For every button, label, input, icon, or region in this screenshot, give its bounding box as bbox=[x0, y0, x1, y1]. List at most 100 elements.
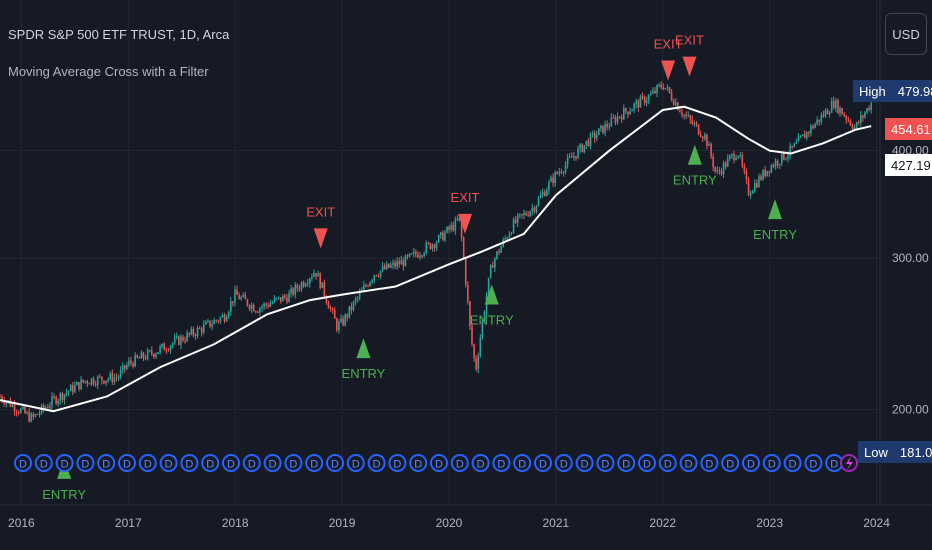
dividend-marker[interactable] bbox=[742, 454, 760, 472]
dividend-marker[interactable] bbox=[180, 454, 199, 472]
dividend-marker[interactable] bbox=[326, 454, 344, 472]
currency-button[interactable]: USD bbox=[885, 13, 927, 55]
candle-body bbox=[735, 157, 737, 161]
dividend-marker[interactable] bbox=[450, 454, 469, 472]
dividend-marker[interactable] bbox=[263, 454, 282, 472]
dividend-marker[interactable] bbox=[409, 454, 428, 472]
dividend-marker[interactable] bbox=[513, 454, 532, 472]
dividend-marker[interactable] bbox=[284, 454, 303, 472]
dividend-marker[interactable] bbox=[762, 454, 781, 472]
candle-body bbox=[581, 144, 583, 153]
candle-body bbox=[236, 289, 238, 296]
dividend-marker[interactable] bbox=[575, 454, 594, 472]
dividend-marker[interactable] bbox=[471, 454, 490, 472]
candle-body bbox=[232, 301, 234, 303]
candle-body bbox=[244, 294, 247, 300]
dividend-marker[interactable] bbox=[638, 454, 656, 472]
dividend-marker[interactable] bbox=[554, 454, 573, 472]
candle-body bbox=[839, 108, 841, 114]
candle-body bbox=[138, 357, 141, 359]
candle-body bbox=[19, 408, 22, 413]
candle-body bbox=[458, 217, 461, 221]
dividend-marker[interactable] bbox=[222, 454, 240, 472]
candle-body bbox=[749, 193, 752, 196]
candle-body bbox=[132, 363, 134, 367]
dividend-marker[interactable] bbox=[804, 454, 823, 472]
dividend-marker[interactable] bbox=[388, 454, 407, 472]
candle-body bbox=[471, 326, 473, 345]
candle-body bbox=[789, 145, 791, 156]
exit-signal-label: EXIT bbox=[451, 190, 480, 205]
candle-body bbox=[444, 232, 446, 241]
dividend-marker[interactable] bbox=[34, 454, 53, 472]
candle-body bbox=[462, 237, 465, 259]
dividend-marker[interactable] bbox=[97, 454, 116, 472]
candle-body bbox=[818, 119, 821, 122]
dividend-marker[interactable] bbox=[159, 454, 178, 472]
entry-signal-arrow bbox=[768, 199, 782, 220]
candle-body bbox=[136, 355, 139, 358]
indicator-name[interactable]: Moving Average Cross with a Filter bbox=[8, 64, 209, 79]
dividend-marker[interactable] bbox=[492, 454, 511, 472]
candle-body bbox=[508, 233, 511, 238]
candle-body bbox=[5, 401, 8, 405]
candle-body bbox=[82, 379, 84, 383]
candle-body bbox=[415, 251, 417, 255]
dividend-marker[interactable] bbox=[118, 454, 136, 472]
dividend-marker[interactable] bbox=[617, 454, 636, 472]
candle-body bbox=[583, 144, 586, 153]
candle-body bbox=[281, 295, 284, 302]
candle-body bbox=[433, 244, 436, 248]
candle-body bbox=[714, 167, 717, 172]
dividend-marker-label: D bbox=[747, 459, 755, 471]
candle-body bbox=[666, 87, 669, 89]
dividend-marker[interactable] bbox=[14, 454, 32, 472]
dividend-marker[interactable] bbox=[430, 454, 448, 472]
candle-body bbox=[338, 321, 340, 331]
candle-body bbox=[36, 414, 39, 416]
dividend-marker-label: D bbox=[123, 459, 131, 471]
dividend-marker[interactable] bbox=[700, 454, 719, 472]
candle-body bbox=[506, 237, 509, 239]
dividend-marker-label: D bbox=[477, 459, 485, 471]
candle-body bbox=[785, 158, 787, 160]
candle-body bbox=[153, 353, 155, 357]
candle-body bbox=[652, 90, 654, 94]
dividend-marker[interactable] bbox=[534, 454, 552, 472]
dividend-marker[interactable] bbox=[367, 454, 386, 472]
candle-body bbox=[822, 114, 825, 117]
candle-body bbox=[629, 111, 631, 115]
candle-body bbox=[610, 117, 613, 127]
candle-body bbox=[778, 163, 781, 166]
dividend-marker-label: D bbox=[248, 459, 256, 471]
candle-body bbox=[753, 183, 756, 192]
entry-signal-label: ENTRY bbox=[342, 366, 386, 381]
candle-body bbox=[55, 396, 57, 404]
dividend-marker[interactable] bbox=[76, 454, 95, 472]
dividend-marker[interactable] bbox=[201, 454, 220, 472]
candle-body bbox=[820, 114, 823, 122]
dividend-marker[interactable] bbox=[138, 454, 157, 472]
dividend-marker[interactable] bbox=[242, 454, 261, 472]
candle-body bbox=[381, 266, 384, 271]
candle-body bbox=[814, 123, 816, 129]
candle-body bbox=[570, 156, 573, 158]
candle-body bbox=[585, 140, 588, 145]
dividend-marker[interactable] bbox=[596, 454, 615, 472]
dividend-marker[interactable] bbox=[679, 454, 698, 472]
dividend-marker[interactable] bbox=[658, 454, 677, 472]
candle-body bbox=[0, 396, 1, 398]
candle-body bbox=[604, 124, 606, 134]
candle-body bbox=[346, 314, 349, 318]
dividend-marker[interactable] bbox=[346, 454, 365, 472]
time-axis-tick-label: 2016 bbox=[8, 516, 35, 530]
dividend-marker[interactable] bbox=[783, 454, 802, 472]
dividend-marker-label: D bbox=[497, 459, 505, 471]
candle-body bbox=[762, 169, 764, 180]
candle-body bbox=[641, 96, 644, 98]
dividend-marker[interactable] bbox=[55, 454, 74, 472]
lightning-icon bbox=[846, 456, 853, 470]
dividend-marker[interactable] bbox=[721, 454, 740, 472]
dividend-marker[interactable] bbox=[305, 454, 324, 472]
